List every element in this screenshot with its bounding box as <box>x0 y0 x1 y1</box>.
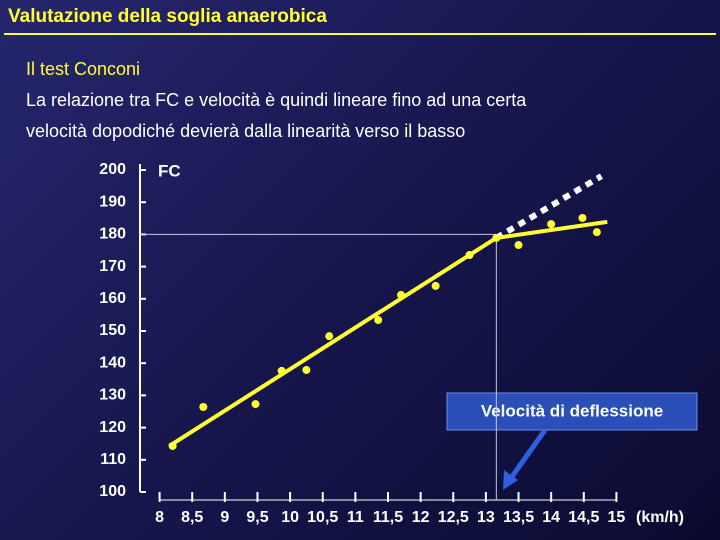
x-tick-label: 12,5 <box>438 509 469 526</box>
x-tick-label: 15 <box>608 509 626 526</box>
x-tick-label: 10,5 <box>307 509 338 526</box>
x-tick-label: 13 <box>477 509 495 526</box>
x-tick-label: 14 <box>542 509 560 526</box>
x-tick-label: 8,5 <box>181 509 203 526</box>
x-tick-label: 10 <box>281 509 299 526</box>
data-point <box>492 233 501 242</box>
y-tick-label: 170 <box>99 258 126 275</box>
annotation: Velocità di deflessione <box>481 401 663 420</box>
data-point <box>251 400 260 409</box>
x-tick-label: 9 <box>220 509 229 526</box>
data-point <box>374 316 383 325</box>
x-tick-label: 8 <box>155 509 164 526</box>
y-tick-label: 140 <box>99 354 126 371</box>
y-tick-label: 180 <box>99 226 126 243</box>
body-line: velocità dopodiché devierà dalla lineari… <box>26 121 465 141</box>
x-tick-label: 11 <box>347 509 364 526</box>
data-point <box>431 281 440 290</box>
y-tick-label: 120 <box>99 419 126 436</box>
slide-title: Valutazione della soglia anaerobica <box>8 6 327 27</box>
data-point <box>168 441 177 450</box>
x-tick-label: 14,5 <box>568 509 599 526</box>
annotation-box <box>446 392 698 431</box>
data-point <box>578 213 587 222</box>
x-axis-label: (km/h) <box>636 509 684 526</box>
x-tick-label: 9,5 <box>246 509 268 526</box>
y-tick-label: 190 <box>99 193 126 210</box>
annotation-arrowhead <box>503 470 518 490</box>
y-tick-label: 200 <box>99 161 126 178</box>
data-point <box>277 366 286 375</box>
body-line: La relazione tra FC e velocità è quindi … <box>26 90 527 110</box>
data-point <box>199 402 208 411</box>
data-point <box>465 251 474 260</box>
y-tick-label: 110 <box>100 451 126 468</box>
x-tick-label: 11,5 <box>373 509 403 526</box>
x-tick-label: 12 <box>412 509 430 526</box>
y-axis-label: FC <box>158 161 181 180</box>
x-tick-label: 13,5 <box>503 509 534 526</box>
data-point <box>547 220 556 229</box>
y-tick-label: 150 <box>99 322 126 339</box>
data-point <box>397 290 406 299</box>
heading: Il test Conconi <box>26 59 140 79</box>
y-tick-label: 130 <box>99 387 126 404</box>
data-point <box>302 365 311 374</box>
data-point <box>325 332 334 341</box>
annotation-arrow <box>508 428 548 480</box>
y-tick-label: 160 <box>99 290 126 307</box>
y-tick-label: 100 <box>99 483 126 500</box>
data-point <box>514 241 523 250</box>
data-point <box>592 228 601 237</box>
